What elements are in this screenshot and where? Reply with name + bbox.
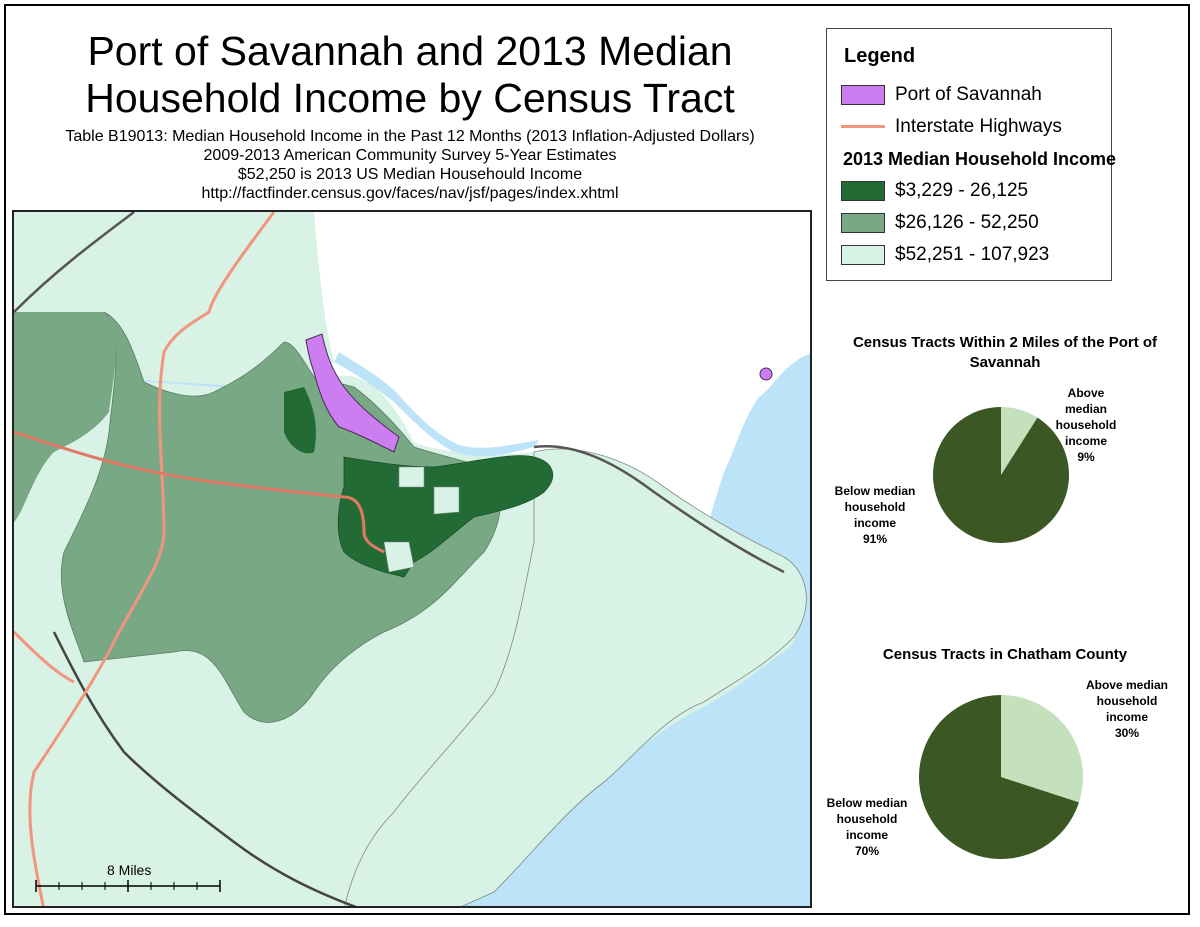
pie-slice-above [1001, 695, 1083, 803]
pie-port-above-text: Above median household income [1055, 386, 1117, 448]
savannah-river [334, 352, 539, 457]
port-of-savannah-marker [759, 367, 773, 381]
subtitle-line-3: $52,250 is 2013 US Median Househould Inc… [237, 166, 583, 183]
map-canvas [14, 212, 810, 906]
legend-income-low-label: $3,229 - 26,125 [895, 180, 1029, 201]
legend-income-high-label: $52,251 - 107,923 [895, 244, 1050, 265]
legend-port-label: Port of Savannah [895, 84, 1042, 105]
subtitle-line-2: 2009-2013 American Community Survey 5-Ye… [203, 147, 617, 164]
legend-highway-label: Interstate Highways [895, 116, 1062, 137]
pie-slice-above [1001, 407, 1038, 475]
pie-county-canvas [919, 695, 1083, 859]
pie-port-title: Census Tracts Within 2 Miles of the Port… [852, 334, 1158, 371]
title-line-1: Port of Savannah and 2013 Median [87, 28, 733, 74]
tract-west-medium [14, 312, 116, 522]
map-title: Port of Savannah and 2013 Median Househo… [20, 28, 800, 122]
pie-port-above-value: 9% [1077, 450, 1095, 464]
land-south-carolina [314, 212, 810, 577]
interstate-highway-95 [28, 212, 276, 906]
shoreline-north [533, 445, 785, 574]
pie-county-above-text: Above median household income [1085, 678, 1169, 724]
scale-bar-label: 8 Miles [107, 862, 152, 878]
pie-port-below-value: 91% [862, 532, 888, 546]
county-boundary-north [14, 212, 135, 313]
pie-county-below-value: 70% [854, 844, 880, 858]
pie-county-title: Census Tracts in Chatham County [882, 646, 1128, 663]
legend: Legend Port of Savannah Interstate Highw… [826, 28, 1116, 281]
tract-core-light [383, 466, 460, 573]
port-swatch [841, 85, 885, 105]
interstate-highway-16 [14, 430, 385, 554]
pie-port-above-label: Above median household income 9% [1046, 385, 1126, 465]
tract-islands [344, 448, 807, 906]
pie-port-below-label: Below median household income 91% [830, 483, 920, 547]
pie-county-above-value: 30% [1114, 726, 1140, 740]
subtitle-line-1: Table B19013: Median Household Income in… [65, 128, 755, 145]
pie-slice-below [933, 407, 1069, 543]
income-low-swatch [841, 181, 885, 201]
tract-medium-income [60, 311, 501, 723]
pie-slice-below [919, 695, 1079, 859]
legend-title: Legend [844, 45, 916, 67]
pie-county-below-text: Below median household income [826, 796, 908, 842]
pie-chart-port: Census Tracts Within 2 Miles of the Port… [820, 333, 1190, 583]
legend-income-mid-label: $26,126 - 52,250 [895, 212, 1039, 233]
tract-low-income-north [284, 387, 316, 454]
title-line-2: Household Income by Census Tract [85, 75, 735, 121]
pie-county-below-label: Below median household income 70% [822, 795, 912, 859]
legend-income-title: 2013 Median Household Income [843, 149, 1117, 169]
subtitle-line-4: http://factfinder.census.gov/faces/nav/j… [201, 185, 619, 202]
scale-bar [35, 880, 221, 892]
map-subtitle: Table B19013: Median Household Income in… [10, 127, 810, 203]
pie-port-canvas [933, 407, 1069, 543]
income-high-swatch [841, 245, 885, 265]
highway-swatch [841, 125, 885, 128]
income-mid-swatch [841, 213, 885, 233]
pie-chart-county: Census Tracts in Chatham County Above me… [820, 645, 1190, 905]
map-panel [12, 210, 812, 908]
interstate-highway-west [14, 630, 75, 684]
pie-county-above-label: Above median household income 30% [1082, 677, 1172, 741]
port-of-savannah-area [305, 333, 400, 453]
pie-port-below-text: Below median household income [834, 484, 916, 530]
